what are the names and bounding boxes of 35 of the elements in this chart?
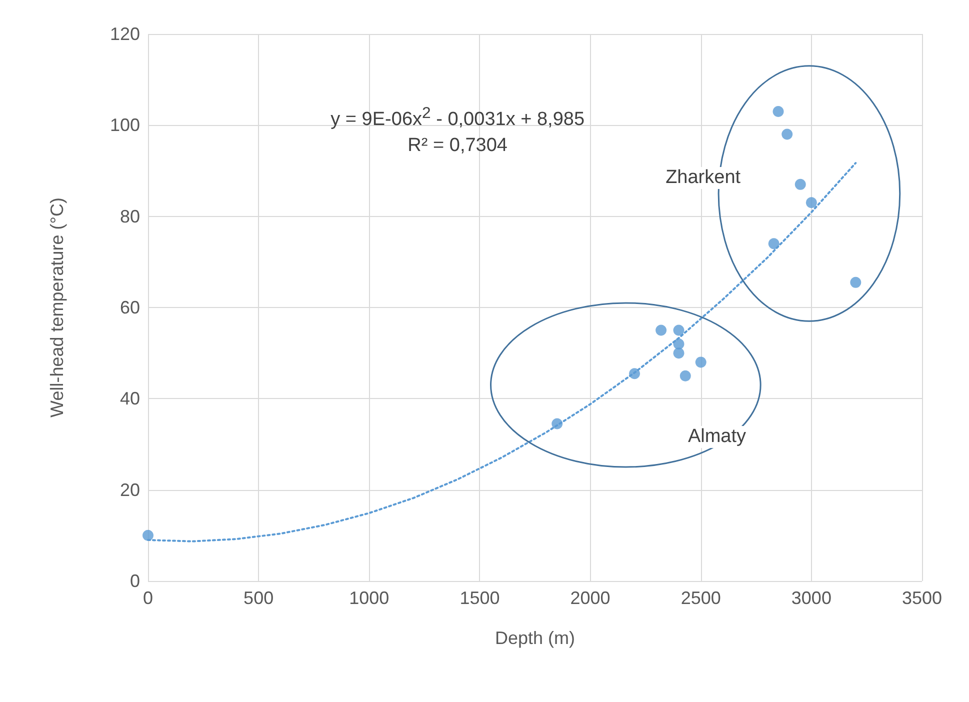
annotation: Almaty (686, 426, 748, 448)
point (768, 238, 780, 250)
point (142, 530, 154, 541)
y-tick-label: 0 (130, 571, 140, 591)
y-tick-label: 100 (110, 115, 140, 136)
point (695, 356, 706, 368)
y-tick-label: 40 (120, 388, 140, 409)
point (850, 276, 862, 288)
y-tick-label: 20 (120, 480, 140, 500)
point (673, 348, 684, 359)
y-tick-label: 80 (120, 206, 140, 226)
point (782, 128, 793, 140)
y-tick-label: 120 (110, 24, 140, 44)
x-tick-label: 2500 (680, 588, 721, 608)
x-tick-label: 1500 (460, 588, 500, 608)
x-tick-label: 3500 (902, 588, 942, 608)
point (680, 370, 691, 382)
annotation: Zharkent (664, 167, 743, 190)
point (656, 324, 667, 336)
point (806, 197, 817, 208)
point (673, 324, 684, 336)
point (629, 368, 640, 380)
point (772, 106, 784, 117)
x-axis-title: Depth (m) (494, 628, 576, 648)
annotation: y = 9E-06x$^{2}$ - 0,0031x + 8,985 (330, 105, 586, 132)
x-tick-label: 1000 (349, 588, 390, 608)
annotation: R² = 0,7304 (406, 134, 508, 157)
point (552, 418, 563, 430)
x-tick-label: 500 (244, 588, 274, 608)
point (794, 178, 806, 190)
y-tick-label: 60 (120, 298, 140, 318)
x-tick-label: 2000 (570, 588, 610, 608)
y-axis-title: Well-head temperature (°C) (47, 198, 67, 418)
x-tick-label: 3000 (791, 588, 832, 608)
x-tick-label: 0 (142, 588, 154, 608)
